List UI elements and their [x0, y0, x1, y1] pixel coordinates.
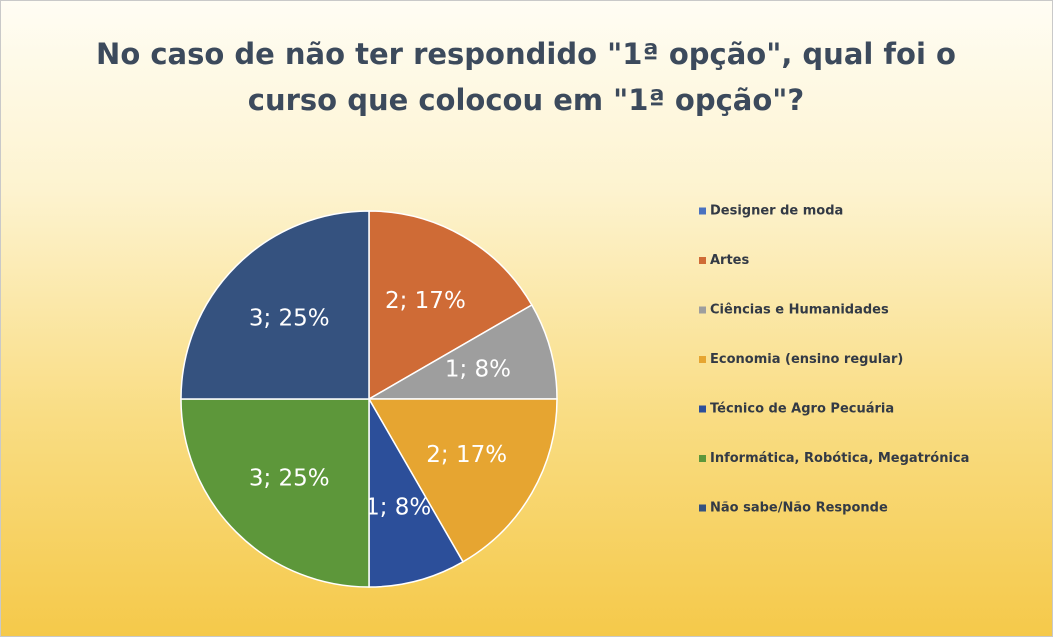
legend-marker: [699, 356, 706, 363]
legend-marker: [699, 504, 706, 512]
chart-title: No caso de não ter respondido "1ª opção"…: [96, 37, 956, 117]
legend-marker: [699, 207, 706, 215]
data-label: 1; 8%: [365, 494, 431, 520]
legend-label: Não sabe/Não Responde: [710, 501, 888, 516]
legend-marker: [699, 405, 706, 413]
pie-slice: [180, 210, 370, 400]
legend-label: Ciências e Humanidades: [710, 303, 889, 318]
data-label: 3; 25%: [249, 306, 330, 332]
legend-marker: [699, 257, 706, 264]
legend-label: Informática, Robótica, Megatrónica: [710, 451, 969, 466]
legend-label: Artes: [710, 253, 750, 268]
legend-label: Economia (ensino regular): [710, 352, 903, 367]
legend-label: Designer de moda: [710, 204, 843, 219]
pie-slice: [368, 396, 465, 588]
pie-slice: [366, 303, 558, 400]
legend-marker: [699, 455, 706, 462]
data-label: 2; 17%: [385, 288, 466, 314]
data-label: 3; 25%: [249, 465, 330, 491]
pie-slice: [180, 398, 370, 588]
pie-slice: [367, 398, 558, 563]
pie-slice: [368, 210, 533, 401]
legend-marker: [699, 306, 706, 314]
data-label: 1; 8%: [445, 356, 511, 382]
legend-label: Técnico de Agro Pecuária: [710, 402, 894, 417]
data-label: 2; 17%: [426, 442, 507, 468]
